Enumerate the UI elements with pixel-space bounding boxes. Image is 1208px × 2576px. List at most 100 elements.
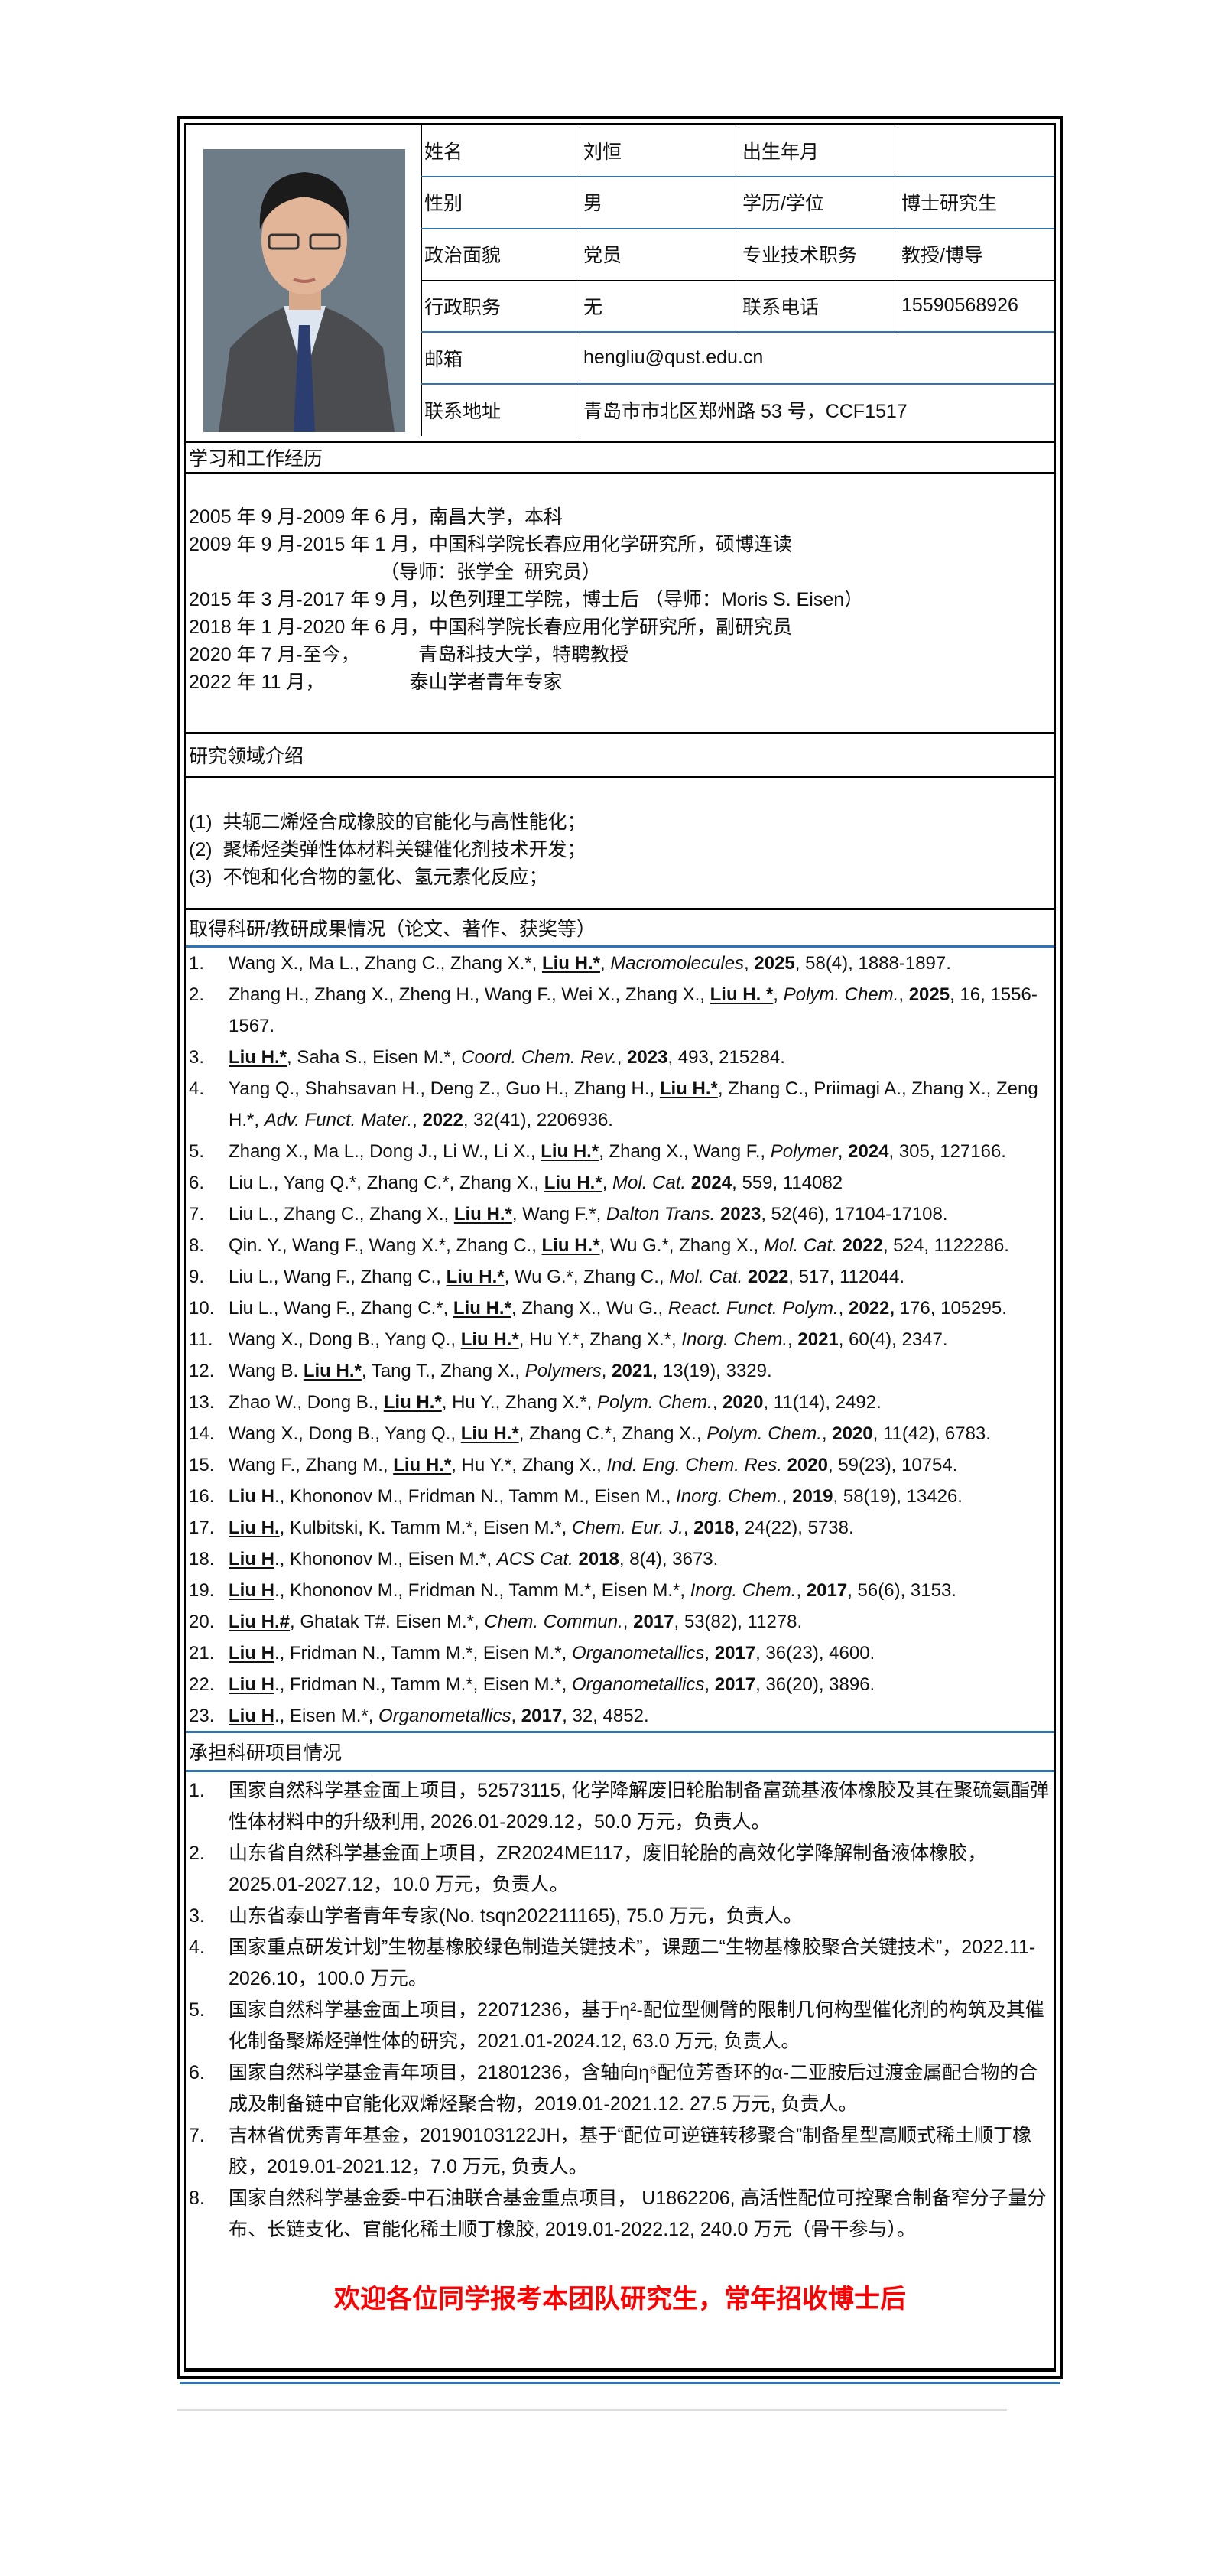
resume-table: 姓名 刘恒 出生年月 性别男学历/学位 博士研究生 政治面貌 党员 专业技术职务 教授/博导 行政… bbox=[177, 116, 1063, 2384]
publication-list: 1. Wang X., Ma L., Zhang C., Zhang X.*, L… bbox=[189, 948, 1054, 1732]
field-label: 出生年月 bbox=[739, 125, 898, 176]
publication-item: 3. Liu H.*, Saha S., Eisen M.*, Coord. Ch… bbox=[189, 1042, 1054, 1073]
field-value: 博士研究生 bbox=[901, 193, 998, 215]
publication-number: 3. bbox=[189, 1047, 205, 1068]
publication-text: Polym. Chem. bbox=[597, 1392, 713, 1413]
education-entry: 2005 年 9 月-2009 年 6 月，南昌大学，本科 bbox=[189, 506, 563, 528]
project-item: 1. 国家自然科学基金面上项目，52573115, 化学降解废旧轮胎制备富巯基液体… bbox=[189, 1775, 1054, 1838]
education-entry: （导师：张学全 研究员） bbox=[189, 561, 601, 583]
publication-item: 6. Liu L., Yang Q.*, Zhang C.*, Zhang X.,… bbox=[189, 1167, 1054, 1199]
project-item: 5. 国家自然科学基金面上项目，22071236，基于η²-配位型侧臂的限制几何构… bbox=[189, 1995, 1054, 2057]
education-entry: 2020 年 7 月-至今， 青岛科技大学，特聘教授 bbox=[189, 644, 629, 665]
publication-number: 11. bbox=[189, 1329, 213, 1350]
publication-text: , 559, 114082 bbox=[732, 1173, 843, 1193]
publication-text: Qin. Y., Wang F., Wang X.*, Zhang C., bbox=[229, 1235, 542, 1256]
publication-text: Inorg. Chem. bbox=[681, 1329, 788, 1350]
profile-photo bbox=[203, 149, 405, 432]
publication-text: 2018 bbox=[578, 1549, 619, 1569]
resume-inner: 姓名 刘恒 出生年月 性别男学历/学位 博士研究生 政治面貌 党员 专业技术职务 教授/博导 行政… bbox=[184, 123, 1056, 2372]
publication-text: , Ghatak T#. Eisen M.*, bbox=[290, 1612, 485, 1632]
publication-text: , bbox=[898, 984, 909, 1005]
publication-text: , 16, 1556-1567. bbox=[229, 984, 1038, 1036]
publication-text: , 53(82), 11278. bbox=[674, 1612, 803, 1632]
publication-text: , bbox=[787, 1329, 798, 1350]
publication-text: Liu H.* bbox=[446, 1267, 505, 1287]
publication-text: , bbox=[616, 1047, 628, 1068]
publication-number: 8. bbox=[189, 1235, 205, 1256]
publication-text: Coord. Chem. Rev. bbox=[461, 1047, 617, 1068]
publication-text: 2022 bbox=[747, 1267, 789, 1287]
project-text: 国家自然科学基金面上项目，22071236，基于η²-配位型侧臂的限制几何构型催… bbox=[229, 1999, 1044, 2052]
publication-text: , bbox=[781, 1486, 793, 1507]
publication-text: Mol. Cat. bbox=[612, 1173, 687, 1193]
field-value: 青岛市市北区郑州路 53 号，CCF1517 bbox=[583, 400, 908, 422]
publication-text bbox=[686, 1173, 691, 1193]
publication-number: 5. bbox=[189, 1141, 205, 1162]
publication-text: 2022, bbox=[849, 1298, 895, 1319]
publication-text: Liu H.* bbox=[453, 1298, 511, 1319]
publication-number: 22. bbox=[189, 1674, 215, 1695]
project-text: 山东省泰山学者青年专家(No. tsqn202211165), 75.0 万元，… bbox=[229, 1905, 803, 1927]
projects-header: 承担科研项目情况 bbox=[186, 1731, 1054, 1772]
research-topic: (1) 共轭二烯烃合成橡胶的官能化与高性能化； bbox=[189, 812, 586, 833]
publication-item: 23. Liu H., Eisen M.*, Organometallics, 2… bbox=[189, 1700, 1054, 1732]
publication-text: Liu H bbox=[229, 1706, 274, 1726]
publication-text: 2021 bbox=[797, 1329, 839, 1350]
publication-text: , bbox=[511, 1706, 521, 1726]
publication-text: , 305, 127166. bbox=[888, 1141, 1006, 1162]
publication-text: Zhang H., Zhang X., Zheng H., Wang F., W… bbox=[229, 984, 710, 1005]
publication-text: , bbox=[773, 984, 784, 1005]
publication-text: ., Fridman N., Tamm M.*, Eisen M.*, bbox=[274, 1643, 572, 1664]
education-entry: 2015 年 3 月-2017 年 9 月，以色列理工学院，博士后 （导师：Mo… bbox=[189, 589, 864, 610]
publication-text: , 32(41), 2206936. bbox=[463, 1110, 613, 1130]
field-label: 政治面貌 bbox=[421, 228, 580, 280]
field-label: 性别 bbox=[421, 176, 580, 228]
publication-text: Liu H bbox=[229, 1486, 274, 1507]
publication-text: 2023 bbox=[719, 1204, 761, 1225]
field-label: 邮箱 bbox=[421, 332, 580, 384]
publication-text: , 493, 215284. bbox=[667, 1047, 785, 1068]
publication-text: Dalton Trans. bbox=[606, 1204, 716, 1225]
project-number: 4. bbox=[189, 1937, 205, 1958]
publication-text: , Hu Y.*, Zhang X., bbox=[451, 1455, 607, 1475]
project-item: 8. 国家自然科学基金委-中石油联合基金重点项目， U1862206, 高活性配位… bbox=[189, 2183, 1054, 2246]
publication-text: 176, 105295. bbox=[895, 1298, 1007, 1319]
publication-item: 7. Liu L., Zhang C., Zhang X., Liu H.*, W… bbox=[189, 1199, 1054, 1230]
publication-number: 19. bbox=[189, 1580, 215, 1601]
publication-item: 20. Liu H.#, Ghatak T#. Eisen M.*, Chem. … bbox=[189, 1606, 1054, 1638]
publication-text bbox=[742, 1267, 748, 1287]
field-label: 联系地址 bbox=[421, 384, 580, 435]
publication-item: 12. Wang B. Liu H.*, Tang T., Zhang X., P… bbox=[189, 1355, 1054, 1387]
profile-row: 行政职务无联系电话 15590568926 bbox=[421, 280, 1054, 333]
publication-text: , bbox=[601, 1361, 612, 1381]
publication-text: 2017 bbox=[806, 1580, 848, 1601]
profile-row: 姓名 刘恒 出生年月 bbox=[421, 125, 1054, 177]
field-value: 刘恒 bbox=[580, 125, 739, 176]
publication-text: Liu H bbox=[229, 1549, 274, 1569]
field-value: 15590568926 bbox=[901, 294, 1018, 317]
publication-text: Organometallics bbox=[378, 1706, 511, 1726]
research-topic: (3) 不饱和化合物的氢化、氢元素化反应； bbox=[189, 867, 548, 888]
project-item: 3. 山东省泰山学者青年专家(No. tsqn202211165), 75.0 万… bbox=[189, 1901, 1054, 1932]
publication-item: 5. Zhang X., Ma L., Dong J., Li W., Li X.… bbox=[189, 1136, 1054, 1167]
publication-number: 14. bbox=[189, 1423, 215, 1444]
project-text: 国家重点研发计划”生物基橡胶绿色制造关键技术”，课题二“生物基橡胶聚合关键技术”… bbox=[229, 1937, 1036, 1989]
publication-text: Liu H.* bbox=[659, 1078, 718, 1099]
publication-item: 1. Wang X., Ma L., Zhang C., Zhang X.*, L… bbox=[189, 948, 1054, 979]
publication-item: 19. Liu H., Khononov M., Fridman N., Tamm… bbox=[189, 1575, 1054, 1606]
projects-body: 1. 国家自然科学基金面上项目，52573115, 化学降解废旧轮胎制备富巯基液体… bbox=[186, 1775, 1054, 2246]
project-number: 2. bbox=[189, 1843, 205, 1864]
education-header: 学习和工作经历 bbox=[186, 441, 1054, 474]
publication-text: 2024 bbox=[848, 1141, 889, 1162]
publication-text: Inorg. Chem. bbox=[676, 1486, 782, 1507]
publication-text: ., Fridman N., Tamm M.*, Eisen M.*, bbox=[274, 1674, 572, 1695]
publication-item: 13. Zhao W., Dong B., Liu H.*, Hu Y., Zha… bbox=[189, 1387, 1054, 1418]
publication-text: Liu H bbox=[229, 1580, 274, 1601]
field-value: hengliu@qust.edu.cn bbox=[583, 346, 764, 369]
publication-text: Organometallics bbox=[571, 1674, 705, 1695]
publication-text: ., Khononov M., Fridman N., Tamm M., Eis… bbox=[274, 1486, 677, 1507]
publication-text: , Kulbitski, K. Tamm M.*, Eisen M.*, bbox=[279, 1517, 572, 1538]
publication-text: , bbox=[704, 1643, 715, 1664]
field-value: 教授/博导 bbox=[901, 245, 983, 267]
project-number: 6. bbox=[189, 2062, 205, 2083]
